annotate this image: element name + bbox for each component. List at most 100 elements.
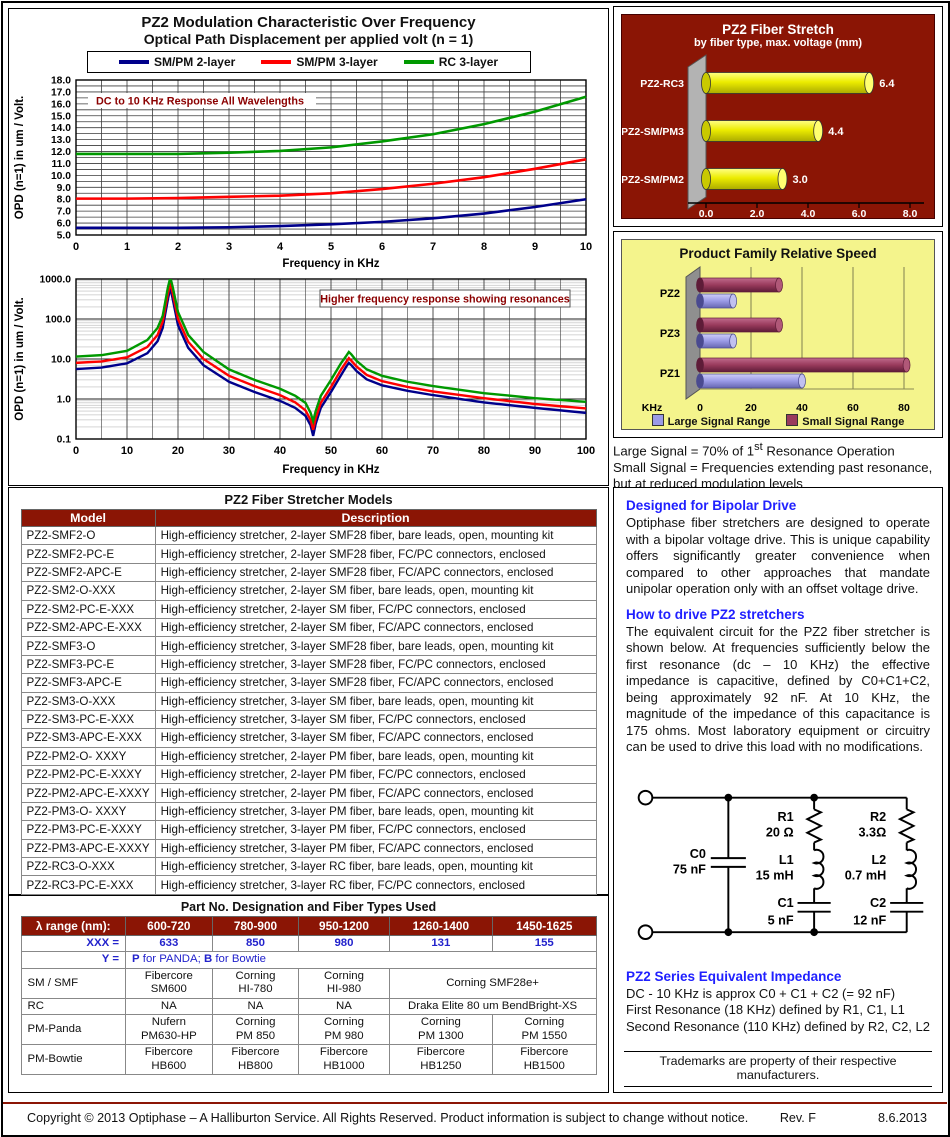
table-header-row: λ range (nm): 600-720 780-900 950-1200 1… [20,916,597,936]
resistor-r1 [805,807,824,843]
model-cell: PZ2-SM2-PC-E-XXX [20,599,156,619]
description-cell: High-efficiency stretcher, 3-layer SM fi… [154,691,597,711]
model-cell: PZ2-SM2-APC-E-XXX [20,617,156,638]
bar-category-label: PZ2-RC3 [640,78,684,90]
l1-value: 15 mH [756,868,794,882]
svg-text:0: 0 [73,445,79,457]
table-row: PZ2-PM3-APC-E-XXXY High-efficiency stretc… [20,838,597,859]
table-row: PZ2-SMF2-APC-E High-efficiency stretcher,… [20,562,597,583]
fiber-cell: Nufern PM630-HP [125,1014,213,1046]
table-header-row: Model Description [20,509,597,527]
relative-speed-bars: PZ2 PZ3 PZ1 KHz 0 20 40 60 80 [642,266,914,413]
svg-text:10: 10 [580,241,592,253]
description-cell: High-efficiency stretcher, 2-layer SMF28… [154,562,597,583]
impedance-heading: PZ2 Series Equivalent Impedance [626,968,842,984]
svg-text:12.0: 12.0 [51,147,71,158]
legend-swatch-navy [118,60,149,64]
svg-text:OPD (n=1) in um / Volt.: OPD (n=1) in um / Volt. [14,297,26,420]
fiber-type-row: PM-Panda Nufern PM630-HP Corning PM 850 Corni… [20,1014,597,1046]
table-row: PZ2-SMF3-APC-E High-efficiency stretcher,… [20,673,597,693]
fiber-cell: Corning HI-980 [298,967,390,999]
fiber-cell: Corning PM 1300 [388,1014,494,1046]
model-cell: PZ2-SMF3-O [20,636,156,656]
legend-label: RC 3-layer [438,55,499,69]
svg-text:8: 8 [481,241,487,253]
chart-legend: SM/PM 2-layer SM/PM 3-layer RC 3-layer [86,51,531,73]
c0-label: C0 [690,847,706,861]
impedance-line: First Resonance (18 KHz) defined by R1, … [626,1002,905,1018]
description-cell: High-efficiency stretcher, 3-layer SMF28… [154,673,597,693]
impedance-line: Second Resonance (110 KHz) defined by R2… [626,1019,930,1035]
svg-text:OPD (n=1) in um / Volt.: OPD (n=1) in um / Volt. [14,96,26,219]
c2-label: C2 [870,895,886,909]
model-cell: PZ2-SM2-O-XXX [20,581,156,601]
inductor-l2 [904,848,917,890]
r2-value: 3.3Ω [858,825,886,839]
description-cell: High-efficiency stretcher, 3-layer PM fi… [154,801,597,822]
fiber-type-label: PM-Bowtie [20,1044,126,1076]
svg-text:3: 3 [226,241,232,253]
legend-swatch-green [403,60,434,64]
series-SM/PM 3-layer [76,158,587,200]
table-row: PZ2-SMF2-O High-efficiency stretcher, 2-l… [20,525,597,546]
svg-text:10: 10 [121,445,133,457]
svg-text:2.0: 2.0 [750,208,765,217]
series-RC 3-layer [76,95,587,156]
y-label: Y = [20,951,126,969]
header-lambda-range: λ range (nm): [20,916,126,936]
svg-text:70: 70 [427,445,439,457]
description-cell: High-efficiency stretcher, 2-layer SM fi… [154,617,597,638]
column-header-model: Model [20,509,156,527]
description-cell: High-efficiency stretcher, 2-layer PM fi… [154,765,597,785]
svg-text:8.0: 8.0 [57,195,72,206]
model-cell: PZ2-PM2-O- XXXY [20,746,156,767]
svg-text:1.0: 1.0 [57,395,72,406]
model-cell: PZ2-SMF3-APC-E [20,673,156,693]
model-cell: PZ2-PM3-O- XXXY [20,801,156,822]
model-cell: PZ2-SMF3-PC-E [20,654,156,675]
fiber-stretch-chart-area: PZ2 Fiber Stretch by fiber type, max. vo… [621,14,935,219]
bar-value-label: 6.4 [879,78,895,90]
legend-label: SM/PM 2-layer [153,55,236,69]
fiber-cell: Fibercore HB1250 [388,1044,494,1076]
modulation-panel: PZ2 Modulation Characteristic Over Frequ… [8,8,609,486]
table-row: PZ2-PM3-O- XXXY High-efficiency stretcher… [20,801,597,822]
svg-text:6: 6 [379,241,385,253]
header-1450-1625: 1450-1625 [492,916,597,936]
signal-definitions-note: Large Signal = 70% of 1st Resonance Oper… [613,441,947,493]
header-950-1200: 950-1200 [298,916,390,936]
svg-text:9: 9 [532,241,538,253]
c1-value: 5 nF [768,913,794,927]
model-cell: PZ2-SMF2-PC-E [20,544,156,564]
bar-category-label: PZ2-SM/PM3 [622,126,684,138]
legend-swatch-small-signal [786,414,799,426]
copyright-text: Copyright © 2013 Optiphase – A Halliburt… [27,1111,749,1125]
fiber-type-label: RC [20,997,126,1016]
header-1260-1400: 1260-1400 [388,916,494,936]
model-cell: PZ2-RC3-PC-E-XXX [20,875,156,895]
svg-text:0.0: 0.0 [699,208,714,217]
model-cell: PZ2-SM3-O-XXX [20,691,156,711]
c1-label: C1 [777,895,793,909]
svg-text:6.0: 6.0 [57,219,72,230]
drive-info-panel: Designed for Bipolar Drive Optiphase fib… [613,487,943,1093]
svg-text:40: 40 [796,402,808,413]
fiber-cell: Fibercore HB1000 [298,1044,390,1076]
models-table-panel: PZ2 Fiber Stretcher Models Model Descrip… [8,487,609,914]
r2-label: R2 [870,810,886,824]
legend-label: SM/PM 3-layer [296,55,378,69]
legend-swatch-large-signal [651,414,664,426]
bar-PZ2 [699,293,734,309]
table-row: PZ2-SM3-O-XXX High-efficiency stretcher, … [20,691,597,711]
fiber-type-row: RC NA NA NA Draka Elite 80 um BendBright-XS [20,997,597,1016]
model-cell: PZ2-SM3-APC-E-XXX [20,728,156,748]
svg-text:6.0: 6.0 [852,208,867,217]
equivalent-circuit-diagram: C0 75 nF R1 20 Ω L1 15 mH C1 5 nF R2 3.3… [637,789,924,940]
relative-speed-title: Product Family Relative Speed [679,246,877,261]
r1-label: R1 [777,810,793,824]
howto-heading: How to drive PZ2 stretchers [626,606,805,622]
svg-text:7.0: 7.0 [57,207,72,218]
bar-category-label: PZ3 [660,328,680,340]
table-row: PZ2-SM2-PC-E-XXX High-efficiency stretche… [20,599,597,619]
fiber-cell: Fibercore HB1500 [492,1044,597,1076]
